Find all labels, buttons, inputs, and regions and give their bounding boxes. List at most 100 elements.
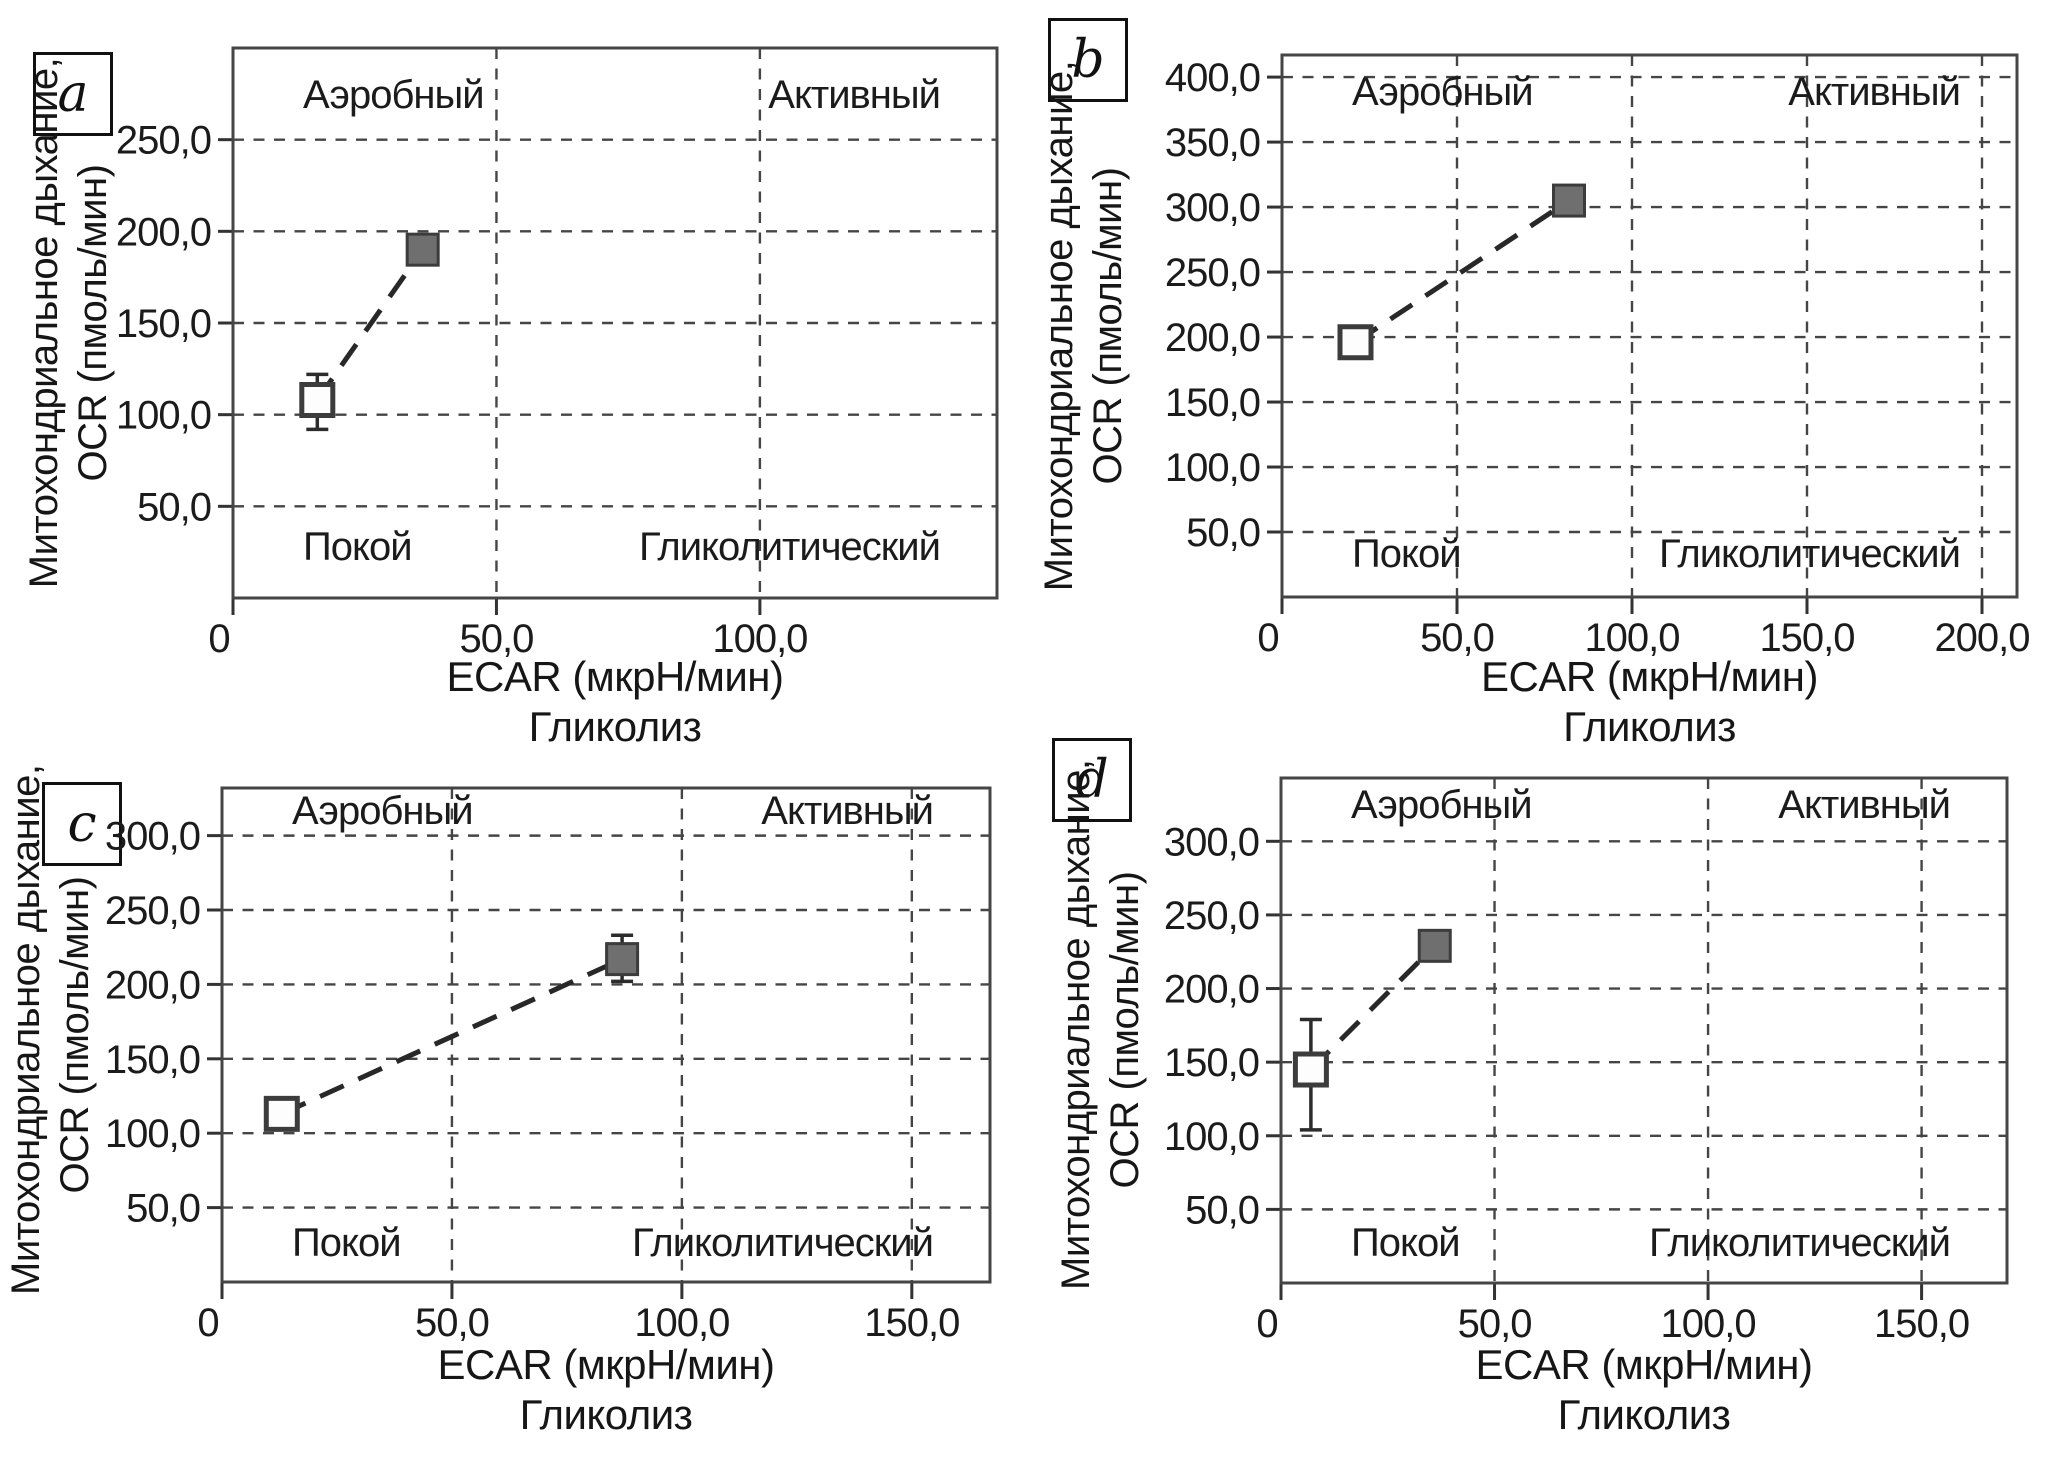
- y-tick-label: 400,0: [1165, 56, 1260, 100]
- y-tick-label: 350,0: [1165, 121, 1260, 165]
- x-axis-title-line2: Гликолиз: [1557, 1391, 1731, 1438]
- data-point-filled-square: [1417, 928, 1452, 963]
- x-axis-title-line2: Гликолиз: [519, 1391, 693, 1438]
- quadrant-label-glycolytic: Гликолитический: [1649, 1221, 1950, 1265]
- plot-border: [1280, 53, 2019, 599]
- connector-dashed-line: [1309, 944, 1437, 1072]
- x-axis-title-a: ECAR (мкрН/мин) Гликолиз: [233, 652, 997, 752]
- quadrant-label-active: Активный: [761, 789, 933, 833]
- y-tick-label: 300,0: [1165, 186, 1260, 230]
- data-point-open-square: [1292, 1051, 1329, 1088]
- x-axis-title-c: ECAR (мкрН/мин) Гликолиз: [222, 1340, 990, 1440]
- panel-letter-box-a: a: [33, 52, 113, 136]
- chart-d: 50,0 100,0 150,0 200,0 250,0 300,0 0 50,0 100,0 1…: [1164, 776, 2009, 1346]
- x-tick-label: 50,0: [460, 617, 534, 661]
- x-tick-label: 150,0: [864, 1301, 959, 1345]
- data-point-open-square: [299, 382, 336, 418]
- x-axis-title-line1: ECAR (мкрН/мин): [437, 1341, 775, 1388]
- y-tick-label: 50,0: [126, 1187, 200, 1231]
- y-tick-label: 200,0: [1165, 316, 1260, 360]
- quadrant-label-active: Активный: [1788, 70, 1960, 114]
- plot-border: [1279, 776, 2009, 1285]
- y-tick-label: 150,0: [1165, 381, 1260, 425]
- y-axis-title-b: Митохондриальное дыхание, OCR (пмоль/мин…: [1035, 55, 1145, 597]
- y-tick-label: 300,0: [1164, 820, 1259, 864]
- x-tick-label: 150,0: [1759, 616, 1854, 660]
- quadrant-label-glycolytic: Гликолитический: [632, 1221, 933, 1265]
- x-axis-title-line1: ECAR (мкрН/мин): [1475, 1341, 1813, 1388]
- y-tick-label: 250,0: [1165, 251, 1260, 295]
- x-tick-label: 100,0: [1584, 616, 1679, 660]
- quadrant-label-glycolytic: Гликолитический: [1659, 532, 1960, 576]
- quadrant-label-aerobic: Аэробный: [292, 789, 473, 833]
- data-point-filled-square: [405, 232, 440, 267]
- plot-border: [220, 786, 992, 1284]
- x-tick-label: 200,0: [1934, 616, 2029, 660]
- data-point-filled-square: [605, 942, 640, 977]
- data-point-open-square: [1337, 324, 1374, 361]
- y-axis-title-line1: Митохондриальное дыхание,: [4, 764, 48, 1295]
- x-axis-title-line2: Гликолиз: [528, 703, 702, 750]
- x-axis-title-d: ECAR (мкрН/мин) Гликолиз: [1281, 1340, 2007, 1440]
- x-tick-label: 0: [1256, 1302, 1277, 1346]
- x-axis-title-line1: ECAR (мкрН/мин): [446, 653, 784, 700]
- quadrant-label-active: Активный: [1778, 783, 1950, 827]
- x-tick-label: 100,0: [634, 1301, 729, 1345]
- y-tick-label: 150,0: [116, 302, 211, 346]
- panel-letter-a: a: [57, 64, 89, 124]
- chart-b: 50,0 100,0 150,0 200,0 250,0 300,0 350,0 400,0 0…: [1165, 53, 2031, 660]
- x-tick-label: 150,0: [1874, 1302, 1969, 1346]
- y-tick-label: 250,0: [105, 889, 200, 933]
- quadrant-label-aerobic: Аэробный: [303, 73, 484, 117]
- x-tick-label: 0: [197, 1301, 218, 1345]
- y-tick-label: 300,0: [105, 815, 200, 859]
- x-axis-title-line1: ECAR (мкрН/мин): [1481, 653, 1818, 700]
- panel-letter-box-c: c: [42, 782, 122, 866]
- panel-letter-b: b: [1071, 30, 1105, 90]
- quadrant-label-active: Активный: [768, 73, 940, 117]
- y-axis-title-line2: OCR (пмоль/мин): [1086, 167, 1130, 485]
- x-axis-title-b: ECAR (мкрН/мин) Гликолиз: [1282, 652, 2017, 752]
- y-axis-title-line1: Митохондриальное дыхание,: [22, 57, 66, 589]
- quadrant-label-quiescent: Покой: [292, 1221, 401, 1265]
- y-tick-label: 150,0: [105, 1038, 200, 1082]
- chart-c: 50,0 100,0 150,0 200,0 250,0 300,0 0 50,0 100,0 1…: [105, 786, 992, 1345]
- y-tick-label: 200,0: [1164, 968, 1259, 1012]
- x-tick-label: 0: [208, 617, 229, 661]
- quadrant-label-quiescent: Покой: [1351, 1221, 1460, 1265]
- panel-letter-d: d: [1075, 750, 1109, 810]
- y-tick-label: 200,0: [105, 963, 200, 1007]
- chart-a: 50,0 100,0 150,0 200,0 250,0 0 50,0 100,0 Аэробн…: [116, 46, 999, 661]
- x-tick-label: 50,0: [1458, 1302, 1532, 1346]
- panel-letter-box-b: b: [1048, 18, 1128, 102]
- y-tick-label: 250,0: [116, 119, 211, 163]
- y-axis-title-line1: Митохондриальное дыхание,: [1037, 60, 1081, 592]
- y-axis-title-line1: Митохондриальное дыхание,: [1054, 759, 1098, 1290]
- panel-letter-c: c: [67, 794, 97, 854]
- x-axis-title-line2: Гликолиз: [1563, 703, 1736, 750]
- y-tick-label: 50,0: [1186, 511, 1260, 555]
- y-tick-label: 50,0: [137, 485, 211, 529]
- connector-dashed-line: [315, 248, 425, 402]
- panel-letter-box-d: d: [1052, 738, 1132, 822]
- quadrant-label-aerobic: Аэробный: [1351, 783, 1532, 827]
- plot-border: [231, 46, 999, 600]
- quadrant-label-quiescent: Покой: [303, 525, 412, 569]
- quadrant-label-glycolytic: Гликолитический: [639, 525, 940, 569]
- y-tick-label: 100,0: [116, 394, 211, 438]
- connector-dashed-line: [1354, 198, 1571, 345]
- connector-dashed-line: [280, 956, 624, 1117]
- x-tick-label: 50,0: [415, 1301, 489, 1345]
- y-tick-label: 100,0: [1165, 446, 1260, 490]
- x-tick-label: 0: [1257, 616, 1278, 660]
- y-tick-label: 100,0: [105, 1112, 200, 1156]
- quadrant-label-quiescent: Покой: [1352, 532, 1461, 576]
- data-point-filled-square: [1552, 183, 1586, 218]
- x-tick-label: 50,0: [1420, 616, 1494, 660]
- y-tick-label: 200,0: [116, 210, 211, 254]
- y-tick-label: 150,0: [1164, 1041, 1259, 1085]
- y-tick-label: 50,0: [1185, 1188, 1259, 1232]
- x-tick-label: 100,0: [712, 617, 807, 661]
- y-tick-label: 100,0: [1164, 1115, 1259, 1159]
- quadrant-label-aerobic: Аэробный: [1352, 70, 1533, 114]
